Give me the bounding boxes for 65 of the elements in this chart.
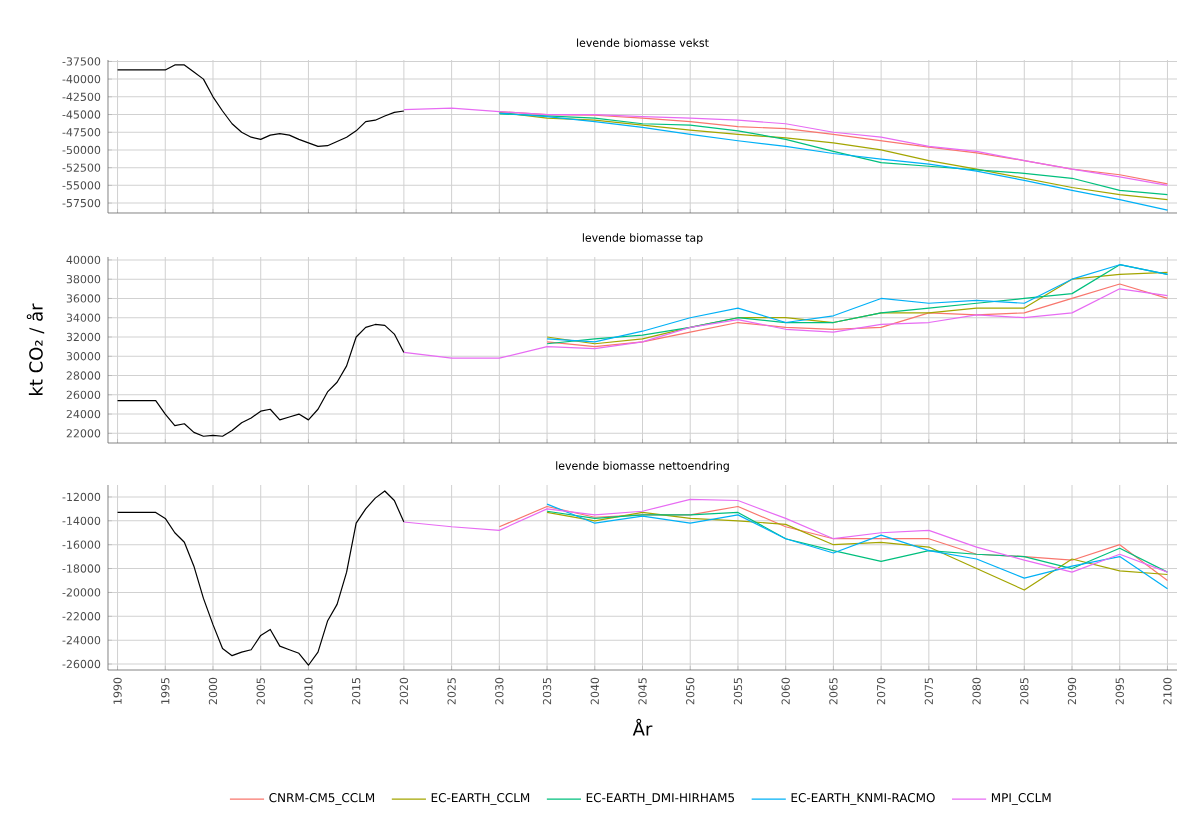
y-tick-label: -14000 [62,516,101,525]
x-tick-label: 2045 [638,678,647,705]
y-tick-label: -26000 [62,659,101,669]
legend-label: EC-EARTH_KNMI-RACMO [791,793,935,805]
line-series [403,107,1169,186]
x-tick-label: 2015 [351,678,361,705]
y-tick-label: -40000 [62,74,101,84]
line-series [546,283,1169,348]
x-tick-label: 2025 [447,678,456,705]
y-tick-label: -20000 [62,588,101,597]
x-tick-label: 2030 [495,677,504,705]
y-tick-label: 36000 [66,294,101,303]
legend-label: EC-EARTH_CCLM [431,793,530,805]
x-tick-label: 1995 [161,678,170,704]
x-tick-label: 2040 [590,677,599,705]
legend-label: EC-EARTH_DMI-HIRHAM5 [586,793,735,805]
y-tick-label: -24000 [62,635,101,645]
x-tick-label: 2060 [781,677,790,705]
x-tick-label: 2055 [733,678,743,705]
y-tick-label: 22000 [66,429,101,438]
x-tick-label: 2010 [304,677,313,705]
x-tick-label: 2050 [686,677,695,705]
y-tick-label: 38000 [66,274,101,284]
y-tick-label: -22000 [62,612,101,621]
x-tick-label: 2075 [924,678,934,705]
y-tick-label: -37500 [62,57,101,66]
x-tick-label: 2005 [256,678,265,705]
y-tick-label: -45000 [62,110,101,119]
y-tick-label: 28000 [66,371,101,380]
line-series [403,498,1169,573]
x-tick-label: 2000 [208,677,218,705]
y-tick-label: -57500 [62,198,101,208]
y-tick-label: -12000 [62,492,101,502]
x-tick-label: 2070 [876,677,886,705]
x-tick-label: 2035 [542,678,552,705]
y-tick-label: 30000 [66,352,101,361]
legend-label: CNRM-CM5_CCLM [269,793,375,805]
x-tick-label: 2090 [1067,677,1077,705]
y-tick-label: -47500 [62,128,101,137]
x-tick-label: 1990 [113,677,122,704]
y-tick-label: 40000 [66,255,101,265]
y-tick-label: 24000 [66,409,101,419]
y-tick-label: -55000 [62,181,101,190]
y-tick-label: 32000 [66,332,101,342]
chart-title: levende biomasse tap [582,233,703,244]
y-tick-label: -52500 [62,163,101,172]
legend-label: MPI_CCLM [991,793,1051,805]
x-tick-label: 2065 [829,678,838,705]
y-tick-label: -16000 [62,540,101,549]
x-tick-label: 2020 [399,677,409,705]
line-series [403,288,1169,359]
y-tick-label: -42500 [62,92,101,101]
y-tick-label: -18000 [62,564,101,573]
y-tick-label: 26000 [66,390,101,399]
x-tick-label: 2080 [972,677,981,705]
x-tick-label: 2095 [1115,678,1124,705]
line-series [546,510,1169,573]
x-tick-label: 2100 [1163,677,1172,705]
x-tick-label: 2085 [1020,678,1029,705]
y-tick-label: -50000 [62,145,101,155]
chart-title: levende biomasse nettoendring [556,461,729,472]
x-axis-title: År [632,718,653,736]
y-tick-label: 34000 [66,313,101,322]
chart-title: levende biomasse vekst [577,38,709,47]
y-axis-title: kt CO₂ / år [26,303,45,395]
